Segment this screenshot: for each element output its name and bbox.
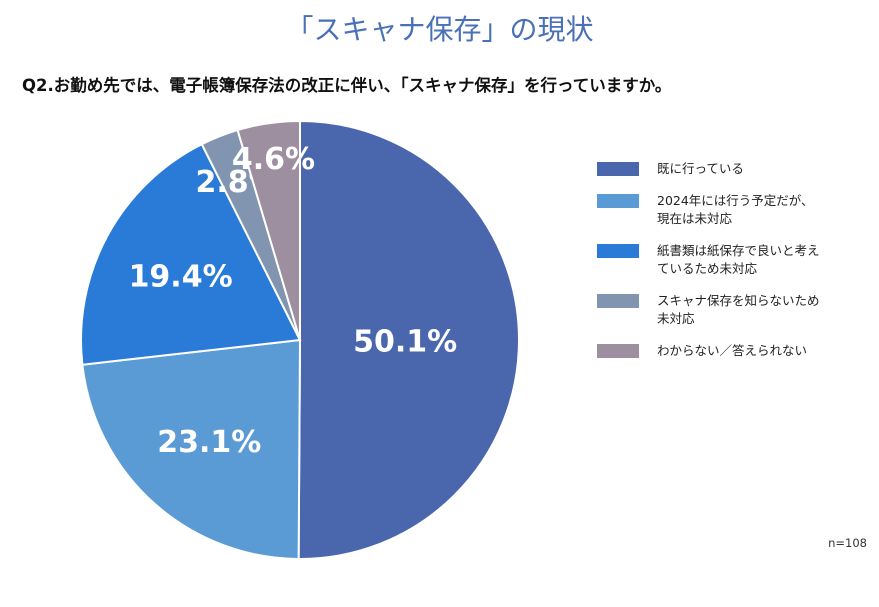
- slice-data-label: 4.6%: [232, 142, 315, 177]
- pie-slice: [236, 119, 301, 341]
- legend-item: わからない／答えられない: [597, 342, 872, 360]
- legend-label: 2024年には行う予定だが、 現在は未対応: [657, 193, 814, 226]
- legend-swatch: [597, 344, 639, 358]
- pie-slice: [297, 119, 520, 560]
- pie-slice: [80, 142, 302, 366]
- slice-data-label: 19.4%: [129, 259, 233, 294]
- sample-size-note: n=108: [828, 536, 867, 550]
- legend-item: スキャナ保存を知らないため 未対応: [597, 292, 872, 328]
- legend-label: スキャナ保存を知らないため 未対応: [657, 293, 820, 326]
- legend-label: わからない／答えられない: [657, 343, 808, 358]
- legend-swatch: [597, 294, 639, 308]
- legend-item: 紙書類は紙保存で良いと考え ているため未対応: [597, 242, 872, 278]
- legend-swatch: [597, 194, 639, 208]
- slice-data-label: 23.1%: [157, 425, 261, 460]
- legend-item: 2024年には行う予定だが、 現在は未対応: [597, 192, 872, 228]
- legend: 既に行っている 2024年には行う予定だが、 現在は未対応 紙書類は紙保存で良いと考…: [597, 160, 872, 374]
- legend-label: 既に行っている: [657, 161, 744, 176]
- chart-title: 「スキャナ保存」の現状: [285, 13, 594, 46]
- legend-item: 既に行っている: [597, 160, 872, 178]
- pie-slice: [81, 338, 302, 561]
- question-text: Q2.お勤め先では、電子帳簿保存法の改正に伴い、「スキャナ保存」を行っていますか…: [22, 76, 672, 95]
- legend-swatch: [597, 162, 639, 176]
- legend-label: 紙書類は紙保存で良いと考え ているため未対応: [657, 243, 820, 276]
- legend-swatch: [597, 244, 639, 258]
- slice-data-label: 50.1%: [353, 324, 457, 359]
